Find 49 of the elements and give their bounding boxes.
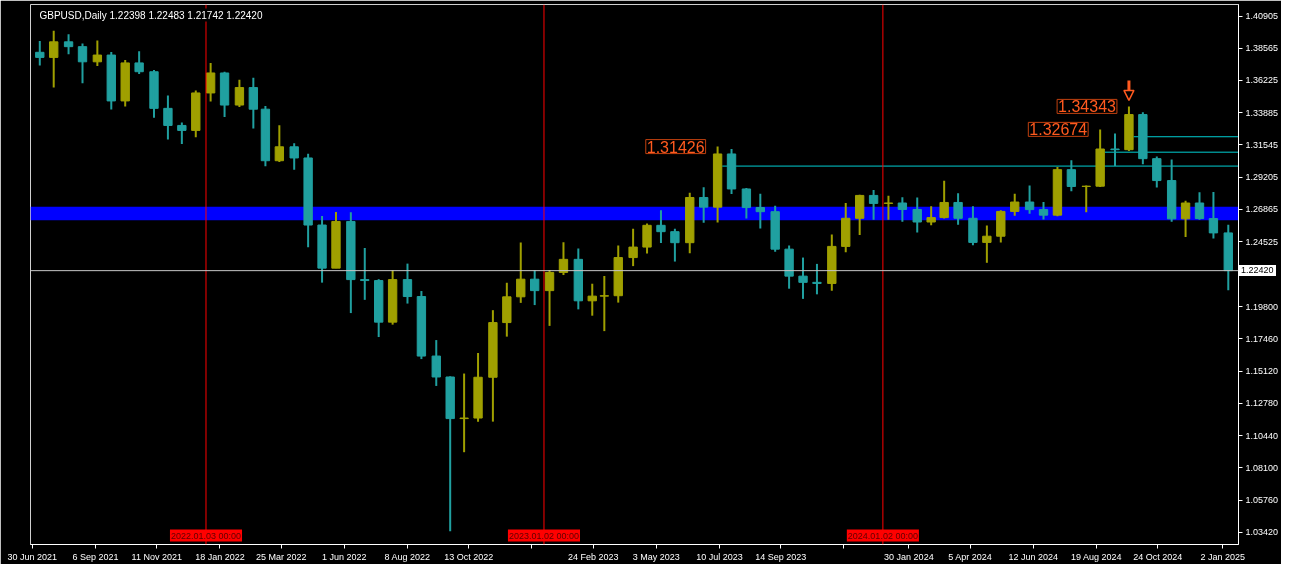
ref-line-label: 2022.01.03 00:00: [170, 530, 242, 541]
y-tick-label: 1.05760: [1245, 495, 1279, 506]
y-tick-label: 1.36225: [1245, 75, 1279, 86]
annotation: 1.31426: [646, 138, 705, 156]
x-tick-label: 24 Oct 2024: [1133, 551, 1183, 562]
x-tick-label: 3 May 2023: [632, 551, 680, 562]
x-tick-label: 30 Jan 2024: [884, 551, 934, 562]
x-tick-label: 1 Jun 2022: [322, 551, 367, 562]
ref-line-label: 2024.01.02 00:00: [847, 530, 918, 541]
x-tick-label: 24 Feb 2023: [567, 551, 619, 562]
y-tick-label: 1.38565: [1245, 43, 1279, 54]
x-tick-label: 5 Apr 2024: [948, 551, 992, 562]
candlestick: [459, 372, 469, 454]
x-tick-label: 25 Mar 2022: [255, 551, 307, 562]
y-tick-label: 1.33885: [1245, 107, 1279, 118]
y-tick-label: 1.31545: [1245, 139, 1279, 150]
candlestick: [926, 205, 936, 227]
text: GBPUSD,Daily 1.22398 1.22483 1.21742 1.22420: [39, 9, 263, 21]
y-tick-label: 1.17460: [1245, 333, 1279, 344]
annotation: 1.32674: [1029, 121, 1088, 139]
candlestick: [360, 247, 370, 301]
y-tick-label: 1.26865: [1245, 204, 1279, 215]
y-tick-label: 1.19800: [1245, 301, 1279, 312]
candlestick: [883, 194, 894, 221]
x-tick-label: 12 Jun 2024: [1008, 551, 1059, 562]
y-tick-label: 1.24525: [1245, 236, 1279, 247]
ref-line-label: 2023.01.02 00:00: [508, 530, 580, 541]
annotation: 1.34343: [1058, 98, 1117, 116]
x-tick-label: 14 Sep 2023: [755, 551, 807, 562]
candlestick: [599, 275, 609, 333]
candlestick: [1010, 192, 1020, 217]
x-tick-label: 10 Jul 2023: [696, 551, 743, 562]
x-tick-label: 30 Jun 2021: [7, 551, 58, 562]
y-tick-label: 1.08100: [1245, 462, 1279, 473]
y-tick-label: 1.15120: [1245, 366, 1279, 377]
y-tick-label: 1.10440: [1245, 430, 1279, 441]
y-tick-label: 1.40905: [1245, 11, 1279, 21]
x-tick-label: 13 Oct 2022: [444, 551, 494, 562]
x-tick-label: 19 Aug 2024: [1070, 551, 1122, 562]
y-tick-label: 1.29205: [1245, 172, 1279, 183]
x-tick-label: 6 Sep 2021: [72, 551, 119, 562]
y-tick-label: 1.03420: [1245, 527, 1279, 538]
x-tick-label: 2 Jan 2025: [1200, 551, 1245, 562]
x-tick-label: 18 Jan 2022: [195, 551, 245, 562]
ref-line-label: 1.22420: [1239, 264, 1276, 276]
candlestick: [1110, 132, 1120, 167]
x-tick-label: 11 Nov 2021: [131, 551, 182, 562]
y-tick-label: 1.12780: [1245, 398, 1279, 409]
x-tick-label: 8 Aug 2022: [384, 551, 430, 562]
